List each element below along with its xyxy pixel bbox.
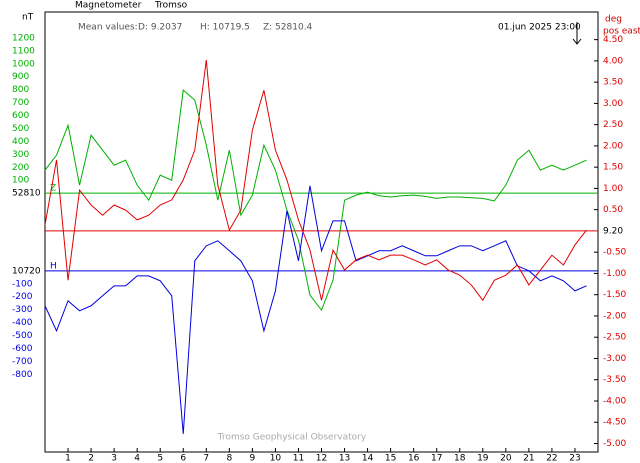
x-tick-label: 18 bbox=[454, 454, 466, 463]
series-line bbox=[44, 59, 587, 302]
y-tick-label: 900 bbox=[12, 72, 29, 82]
y2-tick-label: 3.50 bbox=[603, 78, 623, 88]
y-tick-label: 300 bbox=[12, 150, 29, 160]
series-line bbox=[44, 185, 587, 434]
x-tick-label: 14 bbox=[362, 454, 374, 463]
series-line bbox=[44, 89, 587, 312]
y-tick-label: -600 bbox=[12, 344, 33, 354]
x-tick-label: 8 bbox=[226, 454, 232, 463]
x-tick-label: 1 bbox=[65, 454, 71, 463]
y-tick-label: -200 bbox=[12, 292, 33, 302]
y2-tick-label: -4.00 bbox=[603, 396, 627, 406]
y-tick-label: 100 bbox=[12, 176, 29, 186]
y-unit: nT bbox=[22, 13, 34, 23]
y2-label: pos east bbox=[603, 27, 640, 37]
mean-z: Z: 52810.4 bbox=[263, 23, 313, 33]
x-tick-label: 20 bbox=[500, 454, 512, 463]
y2-tick-label: 0.50 bbox=[603, 205, 623, 215]
mean-h: H: 10719.5 bbox=[200, 23, 250, 33]
y-tick-label: -100 bbox=[12, 279, 33, 289]
x-tick-label: 17 bbox=[431, 454, 442, 463]
x-tick-label: 15 bbox=[385, 454, 396, 463]
y2-tick-label: -3.00 bbox=[603, 354, 627, 364]
y2-tick-label: -5.00 bbox=[603, 439, 627, 449]
y-tick-label: 600 bbox=[12, 111, 29, 121]
x-tick-label: 3 bbox=[111, 454, 117, 463]
y2-tick-label: -4.50 bbox=[603, 418, 627, 428]
station: Tromso bbox=[154, 1, 188, 11]
y-tick-label: 1100 bbox=[12, 46, 35, 56]
y2-tick-label: -0.50 bbox=[603, 248, 627, 258]
x-tick-label: 7 bbox=[203, 454, 209, 463]
y-tick-label: 1000 bbox=[12, 59, 35, 69]
y-tick-label: 700 bbox=[12, 98, 29, 108]
plot-frame bbox=[44, 11, 599, 453]
y-tick-label: 10720 bbox=[12, 266, 41, 276]
y2-tick-label: 2.50 bbox=[603, 120, 623, 130]
series-label: Z bbox=[50, 184, 56, 194]
y-tick-label: -300 bbox=[12, 305, 33, 315]
y-tick-label: 400 bbox=[12, 137, 29, 147]
y-tick-label: 52810 bbox=[12, 189, 41, 199]
y2-tick-label: -1.00 bbox=[603, 269, 627, 279]
series-label: H bbox=[50, 261, 57, 271]
y2-unit: deg bbox=[605, 15, 622, 25]
arrow bbox=[572, 22, 582, 45]
y2-tick-label: 4.00 bbox=[603, 56, 623, 66]
y2-tick-label: 1.50 bbox=[603, 163, 623, 173]
x-tick-label: 13 bbox=[339, 454, 350, 463]
x-tick-label: 5 bbox=[157, 454, 163, 463]
y2-tick-label: -2.00 bbox=[603, 311, 627, 321]
mean-d: D: 9.2037 bbox=[138, 23, 182, 33]
x-tick-label: 6 bbox=[180, 454, 186, 463]
y-tick-label: 800 bbox=[12, 85, 29, 95]
y2-tick-label: 2.00 bbox=[603, 141, 623, 151]
x-tick-label: 12 bbox=[316, 454, 327, 463]
x-tick-label: 4 bbox=[134, 454, 140, 463]
x-tick-label: 21 bbox=[523, 454, 534, 463]
x-tick-label: 22 bbox=[546, 454, 557, 463]
timestamp: 01.jun 2025 23:00 bbox=[498, 23, 581, 33]
y2-tick-label: 4.50 bbox=[603, 35, 623, 45]
y-tick-label: 200 bbox=[12, 163, 29, 173]
y2-tick-label: -1.50 bbox=[603, 290, 627, 300]
x-tick-label: 11 bbox=[293, 454, 304, 463]
mean-label: Mean values: bbox=[78, 23, 138, 33]
y-tick-label: -400 bbox=[12, 318, 33, 328]
x-tick-label: 10 bbox=[270, 454, 282, 463]
y2-tick-label: 3.00 bbox=[603, 99, 623, 109]
x-tick-label: 16 bbox=[408, 454, 420, 463]
y-tick-label: -800 bbox=[12, 370, 33, 380]
y2-tick-label: -2.50 bbox=[603, 333, 627, 343]
y-tick-label: 500 bbox=[12, 124, 29, 134]
footer: Tromso Geophysical Observatory bbox=[217, 433, 367, 443]
x-tick-label: 23 bbox=[569, 454, 580, 463]
x-tick-label: 9 bbox=[250, 454, 256, 463]
y2-tick-label: 1.00 bbox=[603, 184, 623, 194]
y-tick-label: -500 bbox=[12, 331, 33, 341]
y-tick-label: -700 bbox=[12, 357, 33, 367]
y2-tick-label: -3.50 bbox=[603, 375, 627, 385]
y2-tick-label: 9.20 bbox=[603, 226, 623, 236]
chart-title: Magnetometer bbox=[75, 1, 142, 11]
x-tick-label: 2 bbox=[88, 454, 94, 463]
y-tick-label: 1200 bbox=[12, 33, 35, 43]
x-tick-label: 19 bbox=[477, 454, 489, 463]
